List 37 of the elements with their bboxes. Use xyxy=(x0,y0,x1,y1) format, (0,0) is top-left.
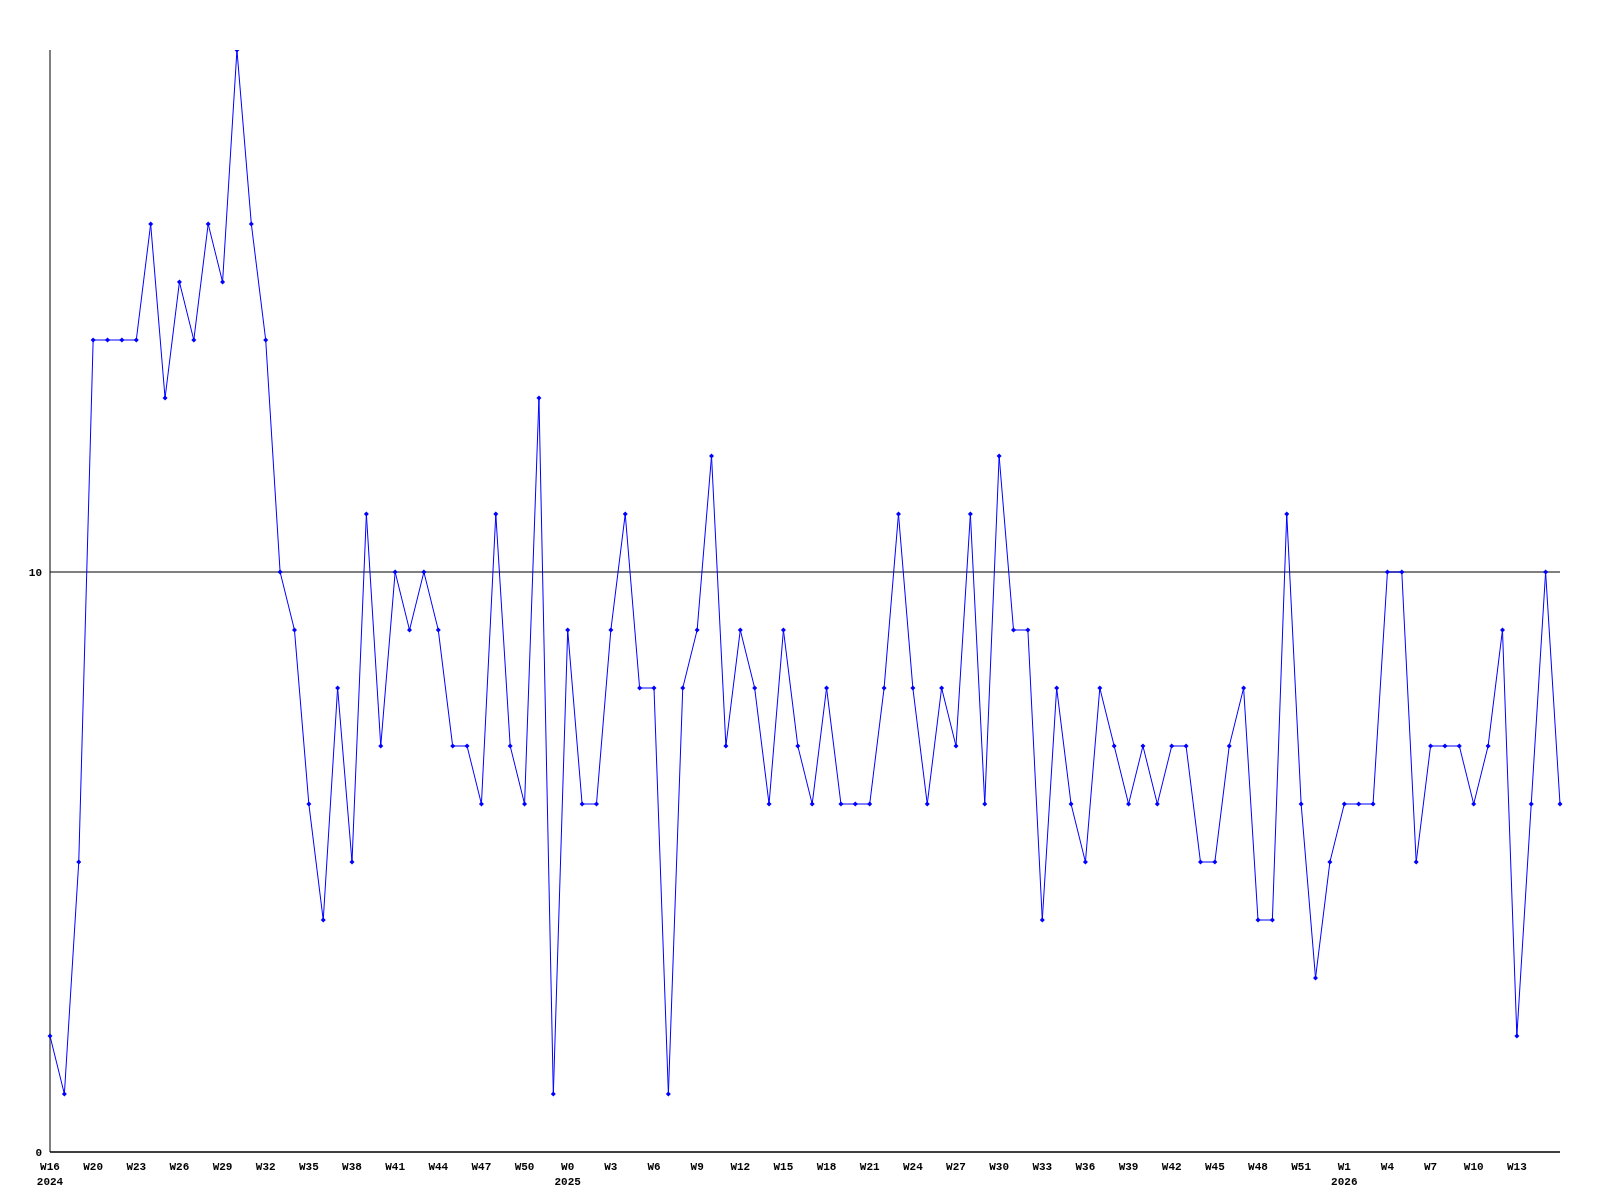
x-tick-label: W27 xyxy=(946,1161,966,1173)
x-tick-label: W13 xyxy=(1506,1161,1528,1173)
x-tick-label: W36 xyxy=(1075,1161,1096,1173)
x-tick-label: W18 xyxy=(816,1161,837,1173)
x-tick-label: W30 xyxy=(989,1161,1010,1173)
x-tick-label: W44 xyxy=(428,1161,449,1173)
x-tick-label: W9 xyxy=(690,1161,704,1173)
y-tick-label: 10 xyxy=(28,566,42,579)
x-tick-label: W10 xyxy=(1463,1161,1484,1173)
x-tick-label: W24 xyxy=(902,1161,924,1173)
x-tick-label: W21 xyxy=(859,1161,881,1173)
x-tick-label: W6 xyxy=(647,1161,661,1173)
x-tick-label: W4 xyxy=(1380,1161,1395,1173)
x-tick-label: W16 2024 xyxy=(36,1161,64,1188)
x-tick-label: W20 xyxy=(83,1161,104,1173)
x-tick-label: W42 xyxy=(1161,1161,1182,1173)
x-tick-label: W51 xyxy=(1291,1161,1312,1173)
x-tick-label: W33 xyxy=(1032,1161,1053,1173)
x-tick-label: W45 xyxy=(1204,1161,1226,1173)
x-tick-label: W32 xyxy=(255,1161,276,1173)
x-tick-label: W50 xyxy=(514,1161,535,1173)
x-tick-label: W35 xyxy=(298,1161,320,1173)
y-tick-label: 0 xyxy=(35,1146,42,1159)
x-tick-label: W3 xyxy=(604,1161,618,1173)
x-tick-label: W1 2026 xyxy=(1331,1161,1358,1188)
x-tick-label: W47 xyxy=(471,1161,492,1173)
x-tick-label: W39 xyxy=(1118,1161,1139,1173)
x-tick-label: W29 xyxy=(212,1161,233,1173)
x-tick-label: W26 xyxy=(169,1161,190,1173)
x-tick-label: W0 2025 xyxy=(554,1161,582,1188)
x-tick-label: W38 xyxy=(342,1161,363,1173)
x-tick-label: W12 xyxy=(730,1161,751,1173)
x-tick-label: W23 xyxy=(126,1161,147,1173)
x-tick-label: W15 xyxy=(773,1161,794,1173)
x-tick-label: W48 xyxy=(1248,1161,1269,1173)
x-tick-label: W7 xyxy=(1423,1161,1438,1173)
x-tick-label: W41 xyxy=(385,1161,406,1173)
